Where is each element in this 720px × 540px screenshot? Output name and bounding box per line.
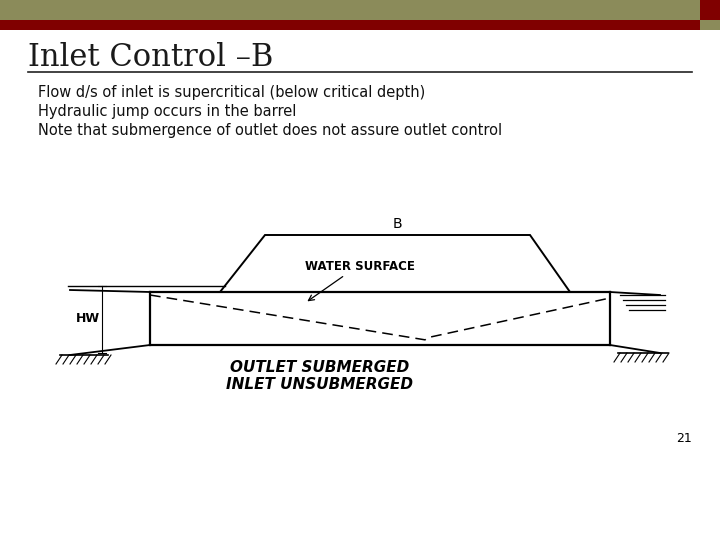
- Bar: [0, 20, 700, 30]
- Text: INLET UNSUBMERGED: INLET UNSUBMERGED: [227, 377, 413, 392]
- Text: WATER SURFACE: WATER SURFACE: [305, 260, 415, 273]
- Text: Inlet Control –B: Inlet Control –B: [28, 42, 274, 73]
- Text: 21: 21: [676, 432, 692, 445]
- Text: Flow d/s of inlet is supercritical (below critical depth): Flow d/s of inlet is supercritical (belo…: [38, 85, 426, 100]
- Bar: [700, 0, 720, 20]
- Bar: [700, 20, 720, 30]
- Text: Hydraulic jump occurs in the barrel: Hydraulic jump occurs in the barrel: [38, 104, 297, 119]
- Text: HW: HW: [76, 312, 100, 325]
- Polygon shape: [220, 235, 570, 292]
- Text: OUTLET SUBMERGED: OUTLET SUBMERGED: [230, 360, 410, 375]
- Text: B: B: [392, 217, 402, 231]
- Text: Note that submergence of outlet does not assure outlet control: Note that submergence of outlet does not…: [38, 123, 502, 138]
- Bar: [0, 0, 700, 20]
